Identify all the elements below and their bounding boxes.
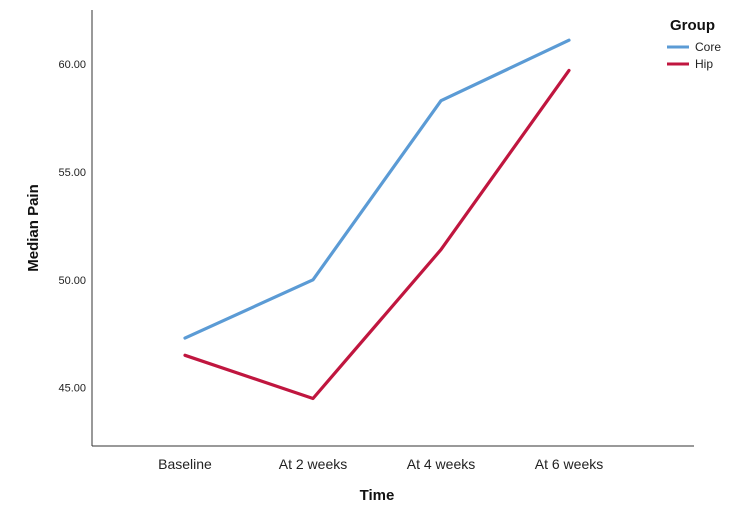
y-tick-label: 55.00 <box>58 167 86 179</box>
x-category-label: At 6 weeks <box>535 456 603 472</box>
series-line-hip <box>183 68 571 401</box>
x-category-label: At 2 weeks <box>279 456 347 472</box>
series-line-core <box>183 38 571 340</box>
legend-title: Group <box>670 17 715 34</box>
x-category-label: At 4 weeks <box>407 456 475 472</box>
legend-label-core: Core <box>695 40 721 54</box>
y-tick-label: 60.00 <box>58 59 86 71</box>
x-axis-categories: Baseline At 2 weeks At 4 weeks At 6 weeks <box>158 456 603 472</box>
series-layer <box>183 38 571 401</box>
y-axis-title: Median Pain <box>25 184 42 272</box>
legend: Group Core Hip <box>667 17 721 71</box>
y-tick-label: 45.00 <box>58 383 86 395</box>
y-tick-label: 50.00 <box>58 275 86 287</box>
x-axis-title: Time <box>360 487 395 504</box>
x-category-label: Baseline <box>158 456 212 472</box>
y-axis-ticks: 45.00 50.00 55.00 60.00 <box>58 59 86 395</box>
legend-label-hip: Hip <box>695 57 713 71</box>
